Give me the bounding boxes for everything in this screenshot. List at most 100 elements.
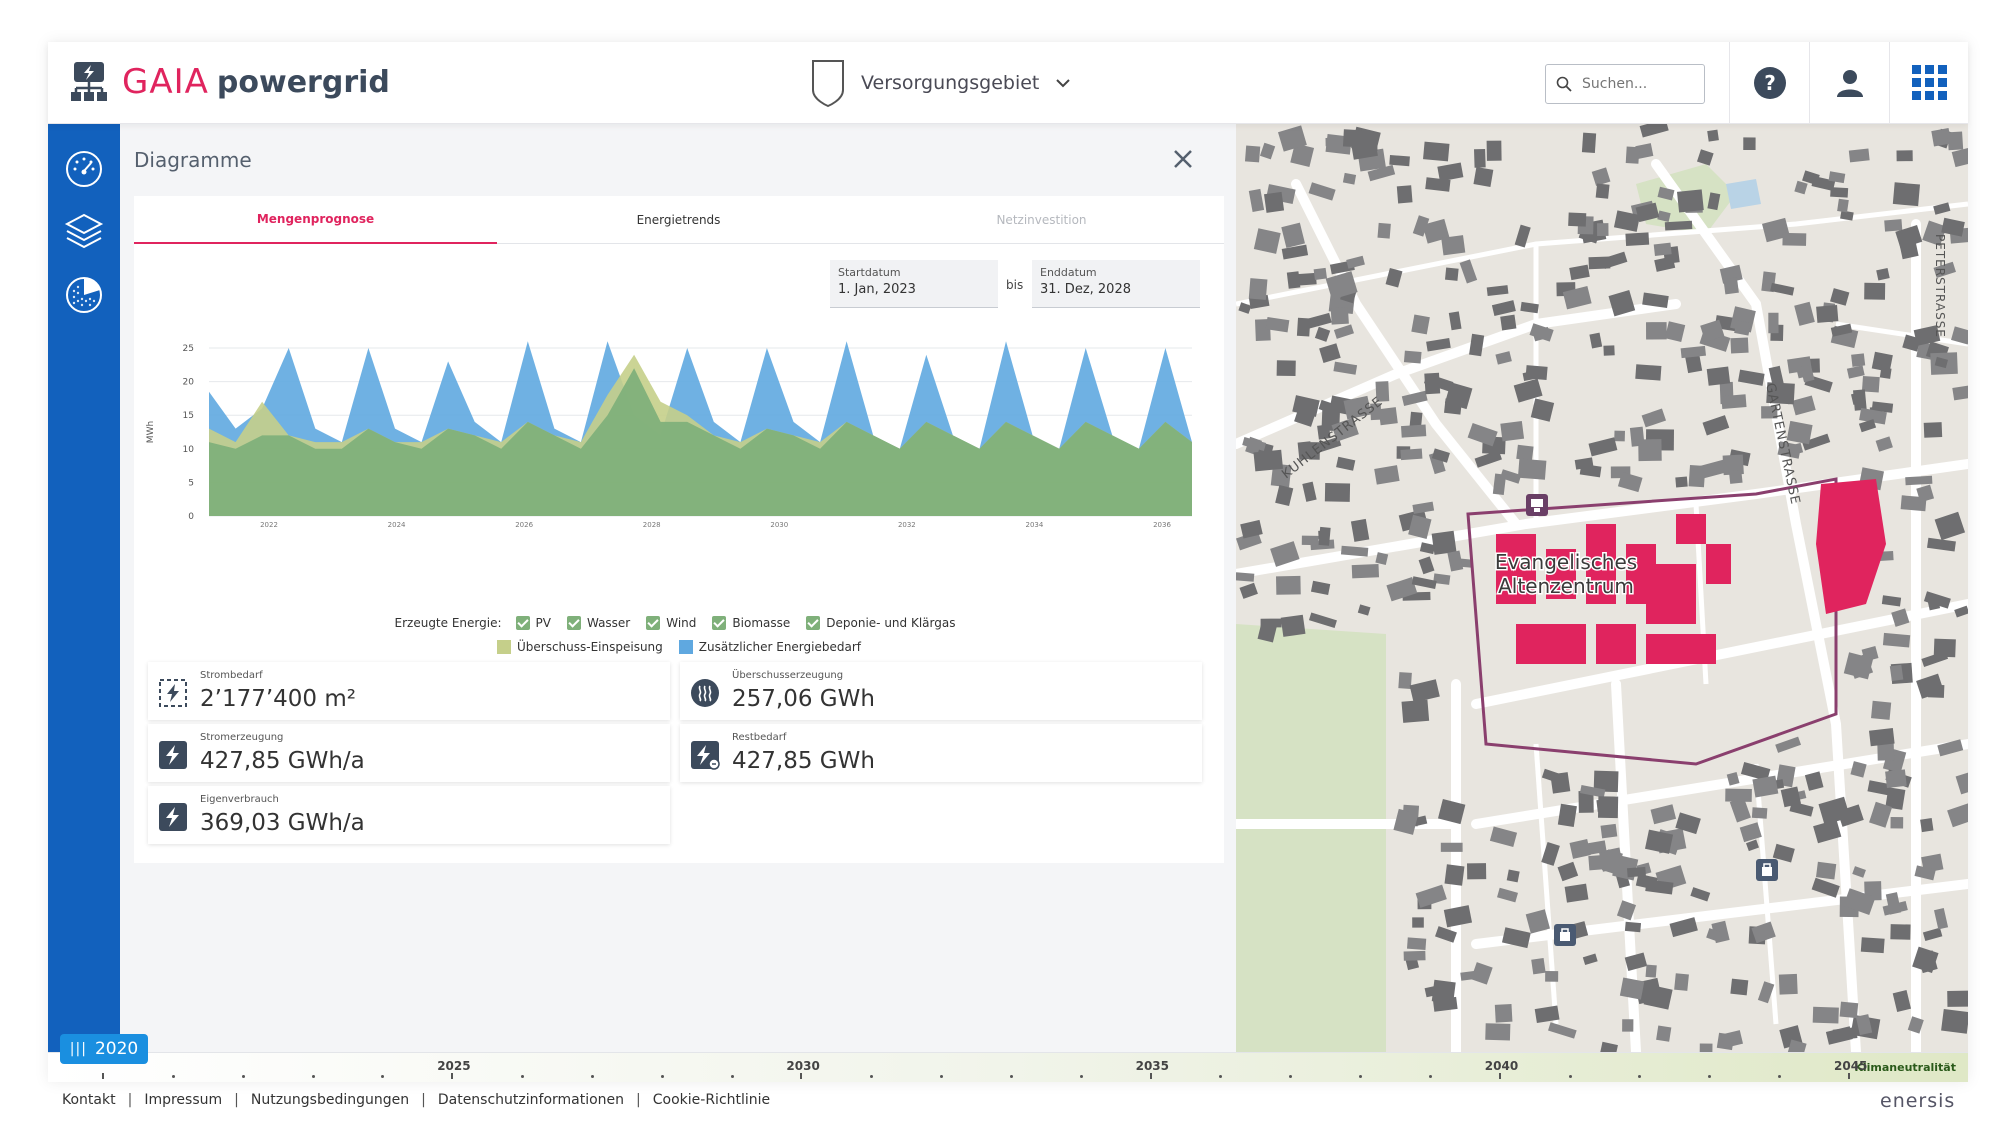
- timeline-year-label[interactable]: 2030: [786, 1059, 820, 1073]
- building: [1578, 790, 1594, 813]
- building: [1603, 345, 1615, 356]
- checkbox-icon: [566, 616, 581, 630]
- tab-energietrends[interactable]: Energietrends: [636, 213, 721, 227]
- sidebar-layers-button[interactable]: [63, 210, 105, 252]
- building: [1437, 162, 1464, 182]
- timeline-year-label[interactable]: 2045: [1834, 1059, 1868, 1073]
- end-date-field[interactable]: Enddatum 31. Dez, 2028: [1032, 260, 1200, 308]
- tab-netzinvestition[interactable]: Netzinvestition: [996, 213, 1087, 227]
- building: [1550, 772, 1571, 794]
- building: [1557, 803, 1577, 827]
- building: [1469, 333, 1485, 357]
- footer-link-cookie[interactable]: Cookie-Richtlinie: [652, 1092, 771, 1108]
- sidebar-dashboard-button[interactable]: [63, 148, 105, 190]
- building: [1375, 381, 1390, 402]
- close-icon[interactable]: [1170, 146, 1196, 172]
- building: [1325, 271, 1358, 300]
- user-button[interactable]: [1809, 42, 1889, 124]
- lightning-icon: [159, 741, 187, 769]
- timeline-minor-tick: [381, 1075, 385, 1078]
- building: [1574, 457, 1594, 470]
- legend-deponie[interactable]: Deponie- und Klärgas: [806, 616, 955, 630]
- building: [1859, 407, 1887, 425]
- building: [1751, 921, 1776, 944]
- building: [1861, 376, 1880, 393]
- building: [1871, 700, 1892, 720]
- building: [1568, 212, 1587, 227]
- building: [1239, 582, 1258, 599]
- building: [1761, 406, 1778, 419]
- building: [1751, 807, 1768, 819]
- area-selector[interactable]: Versorgungsgebiet: [810, 58, 1071, 108]
- search-input[interactable]: [1582, 76, 1692, 92]
- map-canvas[interactable]: KUHLENSTRASSE GARTENSTRASSE PETERSTRASSE…: [1236, 124, 1968, 1052]
- legend-zusaetzlich[interactable]: Zusätzlicher Energiebedarf: [678, 640, 861, 654]
- footer-link-kontakt[interactable]: Kontakt: [62, 1092, 116, 1108]
- timeline-minor-tick: [311, 1075, 315, 1078]
- y-tick-label: 10: [183, 445, 195, 455]
- logo[interactable]: GAIA powergrid: [70, 60, 390, 104]
- building: [1588, 437, 1618, 457]
- footer-link-nutzungsbedingungen[interactable]: Nutzungsbedingungen: [250, 1092, 410, 1108]
- building: [1441, 235, 1466, 256]
- building: [1514, 224, 1531, 248]
- building: [1525, 365, 1548, 381]
- highlight-area[interactable]: [1466, 477, 1886, 766]
- timeline-slider[interactable]: Klimaneutralität 2025 2030 2035 2040 2045: [48, 1052, 1968, 1082]
- footer-link-datenschutz[interactable]: Datenschutzinformationen: [437, 1092, 625, 1108]
- apps-button[interactable]: [1889, 42, 1969, 124]
- start-date-field[interactable]: Startdatum 1. Jan, 2023: [830, 260, 998, 308]
- building: [1645, 964, 1657, 978]
- building: [1562, 286, 1592, 310]
- building: [1308, 442, 1320, 460]
- building: [1425, 177, 1451, 192]
- building: [1593, 770, 1619, 793]
- poi-marker[interactable]: [1554, 924, 1576, 946]
- building: [1276, 575, 1301, 595]
- building: [1927, 537, 1956, 552]
- map-view[interactable]: KUHLENSTRASSE GARTENSTRASSE PETERSTRASSE…: [1236, 124, 1968, 1052]
- building: [1723, 277, 1739, 295]
- building: [1580, 840, 1607, 856]
- building: [1638, 439, 1662, 462]
- legend-pv[interactable]: PV: [515, 616, 551, 630]
- building: [1444, 864, 1465, 886]
- poi-marker[interactable]: [1526, 494, 1548, 516]
- start-date-label: Startdatum: [838, 266, 901, 279]
- building: [1947, 801, 1968, 828]
- building: [1244, 145, 1261, 163]
- building: [1877, 741, 1895, 761]
- legend-wasser[interactable]: Wasser: [566, 616, 630, 630]
- building: [1657, 210, 1671, 222]
- legend-wind[interactable]: Wind: [646, 616, 696, 630]
- end-date-label: Enddatum: [1040, 266, 1097, 279]
- legend-ueberschuss[interactable]: Überschuss-Einspeisung: [496, 640, 663, 654]
- building: [1922, 927, 1943, 942]
- help-button[interactable]: ?: [1729, 42, 1809, 124]
- tab-mengenprognose[interactable]: Mengenprognose: [134, 196, 497, 244]
- kpi-value: 427,85 GWh/a: [200, 748, 365, 774]
- sidebar-charts-button[interactable]: [63, 274, 105, 316]
- timeline-year-label[interactable]: 2025: [437, 1059, 471, 1073]
- timeline-year-label[interactable]: 2040: [1484, 1059, 1519, 1073]
- kpi-stromerzeugung: Stromerzeugung 427,85 GWh/a: [148, 724, 670, 782]
- building: [1875, 436, 1893, 452]
- search-box[interactable]: [1545, 64, 1705, 104]
- legend-biomasse[interactable]: Biomasse: [712, 616, 790, 630]
- building: [1520, 301, 1539, 314]
- building: [1443, 905, 1473, 928]
- building: [1619, 977, 1645, 1000]
- building: [1265, 317, 1290, 333]
- footer-link-impressum[interactable]: Impressum: [144, 1092, 223, 1108]
- building: [1802, 170, 1820, 186]
- building: [1412, 917, 1424, 928]
- help-icon: ?: [1753, 67, 1786, 99]
- building: [1500, 421, 1525, 442]
- x-tick-label: 2026: [515, 521, 533, 529]
- poi-marker[interactable]: [1756, 859, 1778, 881]
- building: [1952, 383, 1968, 401]
- timeline-current-year[interactable]: ||| 2020: [60, 1034, 148, 1064]
- timeline-minor-tick: [171, 1075, 175, 1078]
- timeline-year-label[interactable]: 2035: [1135, 1059, 1169, 1073]
- area-series-2: [209, 368, 1192, 516]
